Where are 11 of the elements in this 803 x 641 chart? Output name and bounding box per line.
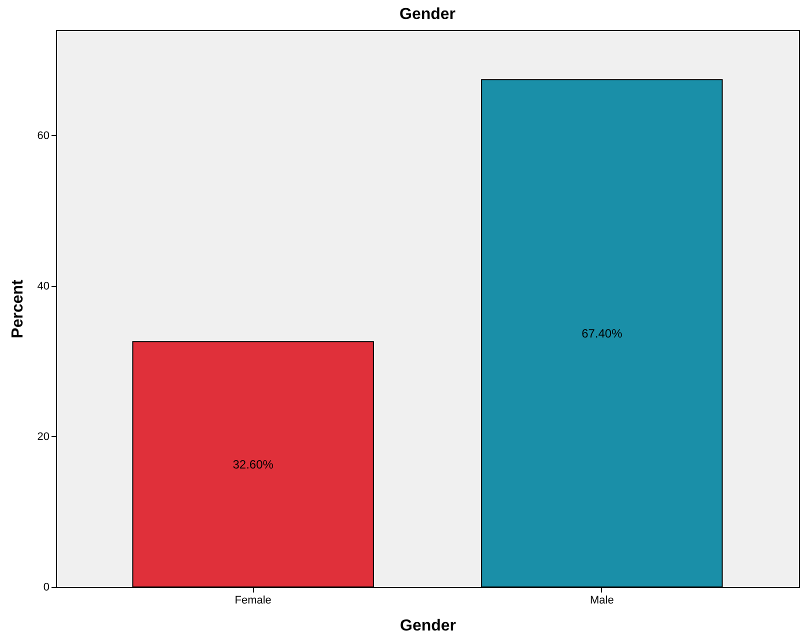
y-tick-label: 60 xyxy=(37,130,50,142)
x-axis-title: Gender xyxy=(400,618,456,634)
data-label: 67.40% xyxy=(582,326,623,340)
y-tick-label: 20 xyxy=(37,430,50,443)
chart-title: Gender xyxy=(399,6,456,23)
y-tick-label: 0 xyxy=(43,582,50,594)
x-tick-label: Female xyxy=(234,594,272,606)
x-tick-label: Male xyxy=(590,594,614,606)
data-label: 32.60% xyxy=(232,457,274,472)
y-axis-title: Percent xyxy=(9,278,26,338)
y-tick-label: 40 xyxy=(37,280,50,292)
